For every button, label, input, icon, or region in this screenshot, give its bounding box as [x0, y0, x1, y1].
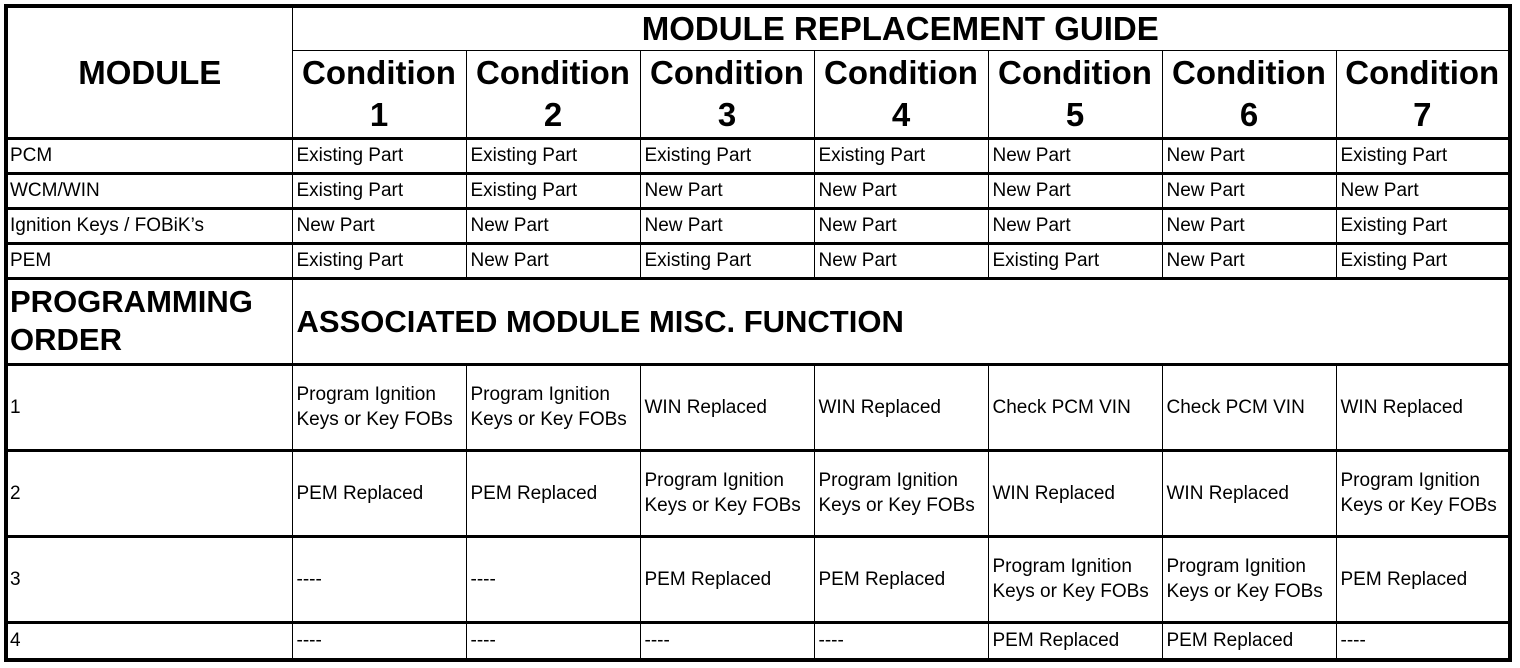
step-cell: WIN Replaced — [813, 362, 989, 452]
module-cell: New Part — [813, 241, 989, 280]
module-cell: New Part — [1161, 171, 1337, 210]
step-cell: PEM Replaced — [1161, 620, 1337, 662]
module-cell: Existing Part — [1335, 241, 1511, 280]
module-cell: Existing Part — [813, 136, 989, 175]
programming-step-row: 3 ---- ---- PEM Replaced PEM Replaced Program… — [5, 534, 1511, 624]
module-cell: New Part — [1161, 241, 1337, 280]
module-cell: New Part — [1335, 171, 1511, 210]
module-cell: New Part — [291, 206, 467, 245]
module-cell: New Part — [987, 171, 1163, 210]
step-cell: Program Ignition Keys or Key FOBs — [639, 448, 815, 538]
module-cell: New Part — [813, 206, 989, 245]
step-order: 1 — [5, 362, 293, 452]
step-cell: Program Ignition Keys or Key FOBs — [291, 362, 467, 452]
step-cell: PEM Replaced — [1335, 534, 1511, 624]
module-name: WCM/WIN — [5, 171, 293, 210]
step-cell: Program Ignition Keys or Key FOBs — [1161, 534, 1337, 624]
module-cell: New Part — [987, 136, 1163, 175]
module-cell: New Part — [987, 206, 1163, 245]
step-cell: WIN Replaced — [1335, 362, 1511, 452]
module-row: Ignition Keys / FOBiK’s New Part New Part N… — [5, 206, 1511, 245]
module-cell: New Part — [465, 241, 641, 280]
module-name: PEM — [5, 241, 293, 280]
module-cell: Existing Part — [291, 171, 467, 210]
module-cell: New Part — [813, 171, 989, 210]
module-cell: Existing Part — [291, 241, 467, 280]
step-cell: Check PCM VIN — [1161, 362, 1337, 452]
module-cell: Existing Part — [987, 241, 1163, 280]
step-cell: Program Ignition Keys or Key FOBs — [1335, 448, 1511, 538]
condition-header: Condition 1 — [291, 49, 467, 140]
step-cell: PEM Replaced — [639, 534, 815, 624]
step-cell: PEM Replaced — [987, 620, 1163, 662]
module-cell: New Part — [1161, 136, 1337, 175]
header-title-row: MODULE MODULE REPLACEMENT GUIDE — [5, 4, 1511, 140]
condition-header: Condition 5 — [987, 49, 1163, 140]
module-cell: New Part — [1161, 206, 1337, 245]
step-cell: ---- — [465, 534, 641, 624]
associated-function-header: ASSOCIATED MODULE MISC. FUNCTION — [291, 276, 1511, 366]
step-cell: WIN Replaced — [639, 362, 815, 452]
module-column-header: MODULE — [5, 4, 293, 140]
module-cell: New Part — [465, 206, 641, 245]
module-row: WCM/WIN Existing Part Existing Part New Par… — [5, 171, 1511, 210]
module-cell: Existing Part — [639, 241, 815, 280]
module-cell: Existing Part — [639, 136, 815, 175]
condition-header: Condition 2 — [465, 49, 641, 140]
step-cell: WIN Replaced — [1161, 448, 1337, 538]
guide-title: MODULE REPLACEMENT GUIDE — [291, 4, 1511, 51]
step-cell: ---- — [639, 620, 815, 662]
condition-header: Condition 4 — [813, 49, 989, 140]
module-name: PCM — [5, 136, 293, 175]
step-cell: PEM Replaced — [291, 448, 467, 538]
condition-header: Condition 6 — [1161, 49, 1337, 140]
step-cell: ---- — [813, 620, 989, 662]
step-cell: PEM Replaced — [465, 448, 641, 538]
header-conditions-row: Condition 1 Condition 2 Condition 3 Conditi… — [6, 49, 1511, 140]
step-cell: ---- — [465, 620, 641, 662]
step-cell: ---- — [291, 620, 467, 662]
module-row: PEM Existing Part New Part Existing Part New… — [5, 241, 1511, 280]
module-replacement-table: MODULE MODULE REPLACEMENT GUIDE Condition … — [4, 4, 1512, 662]
step-cell: Program Ignition Keys or Key FOBs — [465, 362, 641, 452]
module-row: PCM Existing Part Existing Part Existing Pa… — [5, 136, 1511, 175]
step-cell: ---- — [291, 534, 467, 624]
module-cell: New Part — [639, 206, 815, 245]
step-cell: Program Ignition Keys or Key FOBs — [987, 534, 1163, 624]
condition-header: Condition 7 — [1335, 49, 1511, 140]
programming-step-row: 4 ---- ---- ---- ---- PEM Replaced PEM Replace… — [5, 620, 1511, 662]
step-cell: PEM Replaced — [813, 534, 989, 624]
programming-header-row: PROGRAMMING ORDER ASSOCIATED MODULE MISC.… — [5, 276, 1511, 366]
step-cell: WIN Replaced — [987, 448, 1163, 538]
module-cell: Existing Part — [465, 171, 641, 210]
step-order: 4 — [5, 620, 293, 662]
module-cell: Existing Part — [465, 136, 641, 175]
step-order: 3 — [5, 534, 293, 624]
module-cell: Existing Part — [291, 136, 467, 175]
step-order: 2 — [5, 448, 293, 538]
programming-step-row: 1 Program Ignition Keys or Key FOBs Progra… — [5, 362, 1511, 452]
module-name: Ignition Keys / FOBiK’s — [5, 206, 293, 245]
module-cell: Existing Part — [1335, 206, 1511, 245]
programming-step-row: 2 PEM Replaced PEM Replaced Program Ignitio… — [5, 448, 1511, 538]
step-cell: Program Ignition Keys or Key FOBs — [813, 448, 989, 538]
programming-order-header: PROGRAMMING ORDER — [5, 276, 293, 366]
module-cell: Existing Part — [1335, 136, 1511, 175]
module-cell: New Part — [639, 171, 815, 210]
step-cell: ---- — [1335, 620, 1511, 662]
step-cell: Check PCM VIN — [987, 362, 1163, 452]
condition-header: Condition 3 — [639, 49, 815, 140]
